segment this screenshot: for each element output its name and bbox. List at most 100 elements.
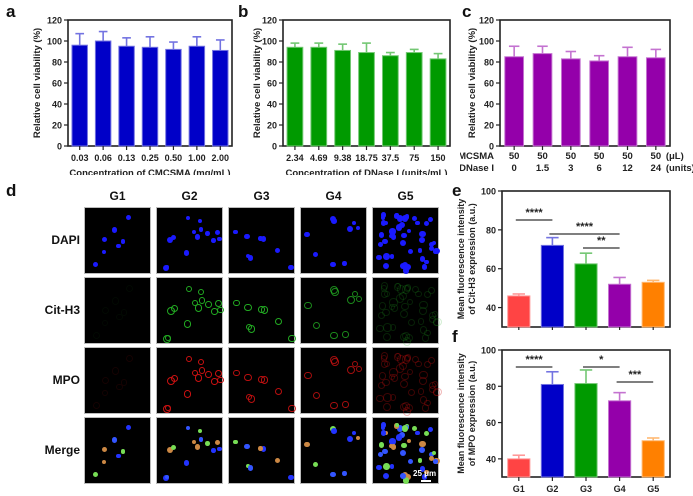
row-label-value: 50 <box>622 151 633 162</box>
cell-nucleus <box>404 263 411 270</box>
row-label-cit-h3: Cit-H3 <box>44 303 80 317</box>
cell-nucleus <box>346 436 353 443</box>
cell-nucleus <box>120 379 127 386</box>
cell-nucleus <box>120 239 125 244</box>
cell-nucleus <box>388 373 396 380</box>
y-tick-label: 80 <box>267 58 277 68</box>
cell-nucleus <box>388 303 396 310</box>
micrograph-mpo-g3 <box>228 347 296 414</box>
cell-nucleus <box>258 376 265 383</box>
cell-nucleus <box>186 356 193 363</box>
x-tick-label: 150 <box>431 153 446 163</box>
y-tick-label: 100 <box>481 187 496 197</box>
bar <box>504 56 525 147</box>
cell-nucleus <box>401 215 409 223</box>
micrograph-dapi-g5 <box>372 207 440 274</box>
y-tick-label: 60 <box>486 264 496 274</box>
cell-nucleus <box>424 259 429 265</box>
cell-nucleus <box>424 291 432 299</box>
row-label-dapi: DAPI <box>51 233 80 247</box>
cell-nucleus <box>389 253 395 259</box>
cell-nucleus <box>400 309 409 318</box>
cell-nucleus <box>304 441 310 448</box>
cell-nucleus <box>170 305 179 313</box>
micrograph-cit-h3-g2 <box>156 277 224 344</box>
cell-nucleus <box>352 430 357 435</box>
significance-label: *** <box>628 369 642 381</box>
cell-nucleus <box>204 441 210 447</box>
cell-nucleus <box>244 373 252 382</box>
cell-nucleus <box>396 294 405 303</box>
cell-nucleus <box>346 226 353 233</box>
row-label-mpo: MPO <box>52 373 80 387</box>
cell-nucleus <box>211 378 218 385</box>
cell-nucleus <box>377 242 383 247</box>
cell-nucleus <box>379 302 387 310</box>
cell-nucleus <box>396 425 404 433</box>
y-tick-label: 40 <box>486 303 496 313</box>
cell-nucleus <box>275 318 283 326</box>
y-tick-label: 120 <box>262 16 277 26</box>
cell-nucleus <box>191 230 197 235</box>
cell-nucleus <box>247 465 254 472</box>
cell-nucleus <box>101 319 108 327</box>
cell-nucleus <box>120 449 125 454</box>
row-label-value: 50 <box>651 151 662 162</box>
cell-nucleus <box>396 434 403 441</box>
cell-nucleus <box>383 253 390 260</box>
cell-nucleus <box>342 261 347 266</box>
bar <box>617 56 638 147</box>
row-label-value: 12 <box>622 163 633 174</box>
significance-label: **** <box>526 207 544 219</box>
chart-b-viability-dnase: 0 20 40 60 80 100 120 Relative cell viability (… <box>252 16 451 175</box>
cell-nucleus <box>288 404 296 413</box>
x-tick-label: 9.38 <box>334 153 352 163</box>
cell-nucleus <box>400 379 409 388</box>
cell-nucleus <box>247 255 254 262</box>
cell-nucleus <box>396 224 403 231</box>
x-tick-label: G2 <box>546 484 558 494</box>
cell-nucleus <box>183 390 192 398</box>
cell-nucleus <box>330 331 338 339</box>
column-label-g4: G4 <box>325 189 342 203</box>
bar <box>641 281 665 328</box>
cell-nucleus <box>355 366 363 373</box>
x-axis-label: Concentration of DNase I (units/mL) <box>285 168 447 175</box>
x-tick-label: 0.25 <box>141 153 159 163</box>
cell-nucleus <box>396 215 404 223</box>
cell-nucleus <box>380 424 386 430</box>
cell-nucleus <box>415 220 420 226</box>
cell-nucleus <box>382 403 391 412</box>
micrograph-merge-g2 <box>156 417 223 484</box>
cell-nucleus <box>92 331 100 340</box>
column-label-g3: G3 <box>253 189 270 203</box>
bar <box>310 46 328 147</box>
bar <box>118 45 135 147</box>
cell-nucleus <box>244 233 250 240</box>
cell-nucleus <box>346 366 355 375</box>
cell-nucleus <box>418 230 426 238</box>
cell-nucleus <box>428 315 436 323</box>
cell-nucleus <box>424 361 432 369</box>
x-tick-label: 75 <box>409 153 419 163</box>
cell-nucleus <box>415 360 422 368</box>
cell-nucleus <box>406 369 413 376</box>
cell-nucleus <box>419 447 425 454</box>
y-tick-label: 40 <box>486 454 496 464</box>
x-tick-label: 2.34 <box>286 153 304 163</box>
cell-nucleus <box>126 425 132 431</box>
bar <box>165 48 182 147</box>
x-tick-label: G5 <box>647 484 659 494</box>
y-axis-label: Relative cell viability (%) <box>252 28 263 138</box>
cell-nucleus <box>217 446 222 452</box>
cell-nucleus <box>419 326 428 334</box>
y-tick-label: 100 <box>47 37 62 47</box>
cell-nucleus <box>424 221 430 227</box>
cell-nucleus <box>382 473 389 480</box>
cell-nucleus <box>331 358 339 366</box>
cell-nucleus <box>415 430 420 436</box>
bar <box>540 383 564 478</box>
micrograph-dapi-g3 <box>228 207 295 274</box>
cell-nucleus <box>198 297 206 304</box>
